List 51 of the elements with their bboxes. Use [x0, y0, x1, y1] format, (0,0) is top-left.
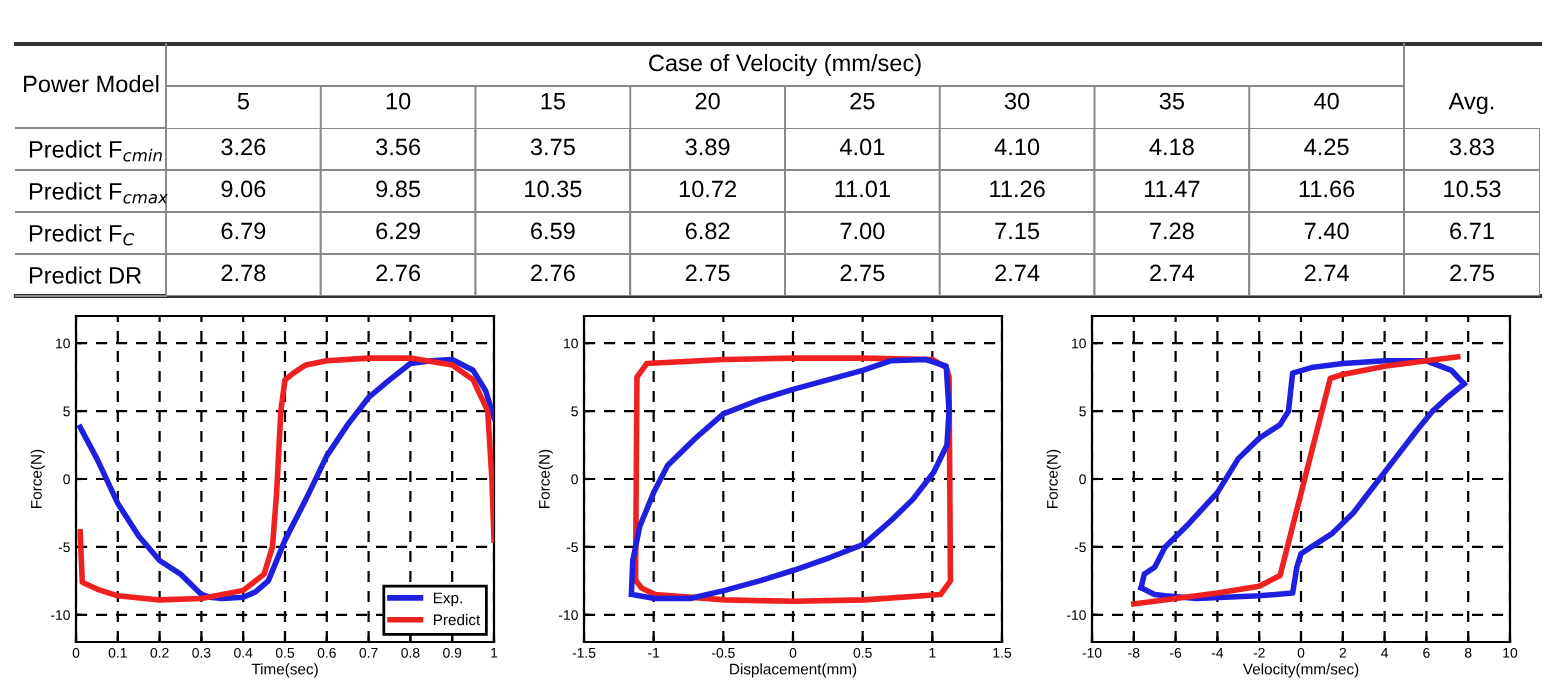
data-label: 11.26	[990, 180, 1045, 198]
data-label: 2.76	[376, 264, 421, 282]
data-label: 10.72	[679, 180, 736, 198]
data-label: 3.83	[1449, 138, 1494, 156]
data-label: 10.53	[1444, 180, 1501, 198]
data-label: 2.74	[1304, 264, 1349, 282]
data-label: 3.26	[221, 138, 266, 156]
x-tick-label: Avg.	[1448, 92, 1494, 115]
x-tick-label: 15	[541, 92, 566, 110]
data-label: 6.59	[531, 222, 575, 240]
x-tick-label: 5	[237, 92, 249, 110]
y-tick-label: Predict F$_{C}$	[29, 224, 135, 246]
data-label: 4.01	[839, 138, 885, 156]
data-label: 11.66	[1299, 180, 1355, 198]
data-label: 2.76	[531, 264, 575, 282]
data-label: 7.28	[1150, 222, 1194, 240]
data-label: 11.01	[835, 180, 890, 198]
data-label: 9.85	[376, 180, 421, 198]
x-tick-label: 20	[695, 92, 720, 110]
x-tick-label: 35	[1159, 92, 1185, 110]
x-tick-label: 30	[1004, 92, 1030, 110]
y-tick-label: Predict F$_{cmax}$	[29, 182, 168, 204]
data-label: 7.00	[840, 222, 885, 240]
x-tick-label: 40	[1314, 92, 1339, 110]
y-axis-title: Power Model	[24, 75, 159, 93]
data-label: 2.75	[685, 264, 730, 282]
data-label: 7.40	[1304, 222, 1349, 240]
data-label: 3.89	[685, 138, 730, 156]
data-label: 2.74	[995, 264, 1040, 282]
data-label: 11.47	[1145, 180, 1200, 198]
data-label: 2.78	[221, 264, 266, 282]
data-label: 4.10	[994, 138, 1040, 156]
data-label: 2.74	[1150, 264, 1195, 282]
y-tick-label: Predict F$_{cmin}$	[29, 140, 162, 162]
data-label: 3.75	[530, 138, 575, 156]
data-label: 6.82	[685, 222, 730, 240]
x-axis-title: Case of Velocity (mm/sec)	[649, 54, 921, 76]
data-label: 9.06	[221, 180, 266, 198]
data-label: 3.56	[376, 138, 421, 156]
data-label: 4.18	[1149, 138, 1194, 156]
y-tick-label: Predict DR	[29, 266, 142, 284]
data-label: 2.75	[1450, 264, 1494, 282]
data-label: 2.75	[840, 264, 885, 282]
data-label: 7.15	[995, 222, 1040, 240]
x-tick-label: 25	[850, 92, 875, 110]
x-tick-label: 10	[386, 92, 411, 110]
data-label: 6.71	[1450, 222, 1494, 240]
data-label: 4.25	[1304, 138, 1349, 156]
data-label: 6.79	[221, 222, 266, 240]
data-label: 6.29	[376, 222, 420, 240]
data-label: 10.35	[525, 180, 582, 198]
